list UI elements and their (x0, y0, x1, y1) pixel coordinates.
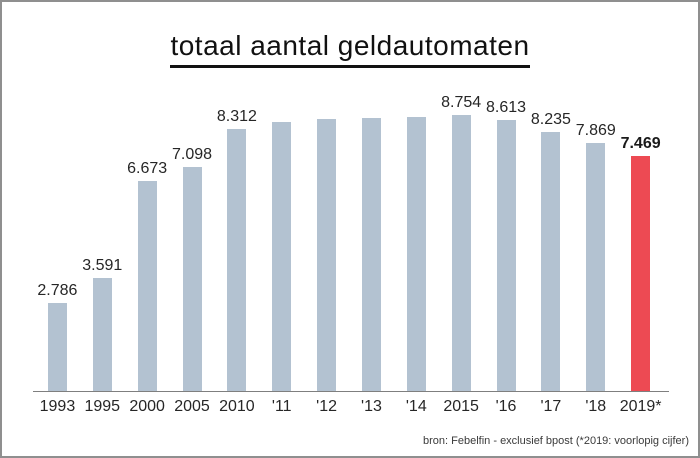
bar-value-label: 2.786 (37, 282, 78, 299)
x-axis-label: 2019* (619, 398, 662, 415)
bar-18 (586, 143, 606, 391)
bar-value-label: 7.869 (575, 122, 616, 139)
bar-value-label: 3.591 (82, 257, 123, 274)
bar-1995 (92, 278, 112, 391)
bar-2005 (182, 167, 202, 391)
x-axis-label: '14 (405, 398, 427, 415)
source-note: bron: Febelfin - exclusief bpost (*2019:… (423, 435, 689, 447)
bar-slot: 8.235 (528, 71, 573, 391)
bar-value-label: 8.235 (530, 111, 571, 128)
bar-slot: 6.673 (125, 71, 170, 391)
x-axis-label: '16 (495, 398, 517, 415)
x-axis-label: 2000 (129, 398, 165, 415)
chart-title-text: totaal aantal geldautomaten (170, 30, 530, 68)
bar-slot: 8.613 (484, 71, 529, 391)
bar-13 (361, 118, 381, 391)
x-axis-label: '11 (271, 398, 292, 415)
bar-value-label: 7.469 (620, 135, 661, 152)
bar-slot: 7.098 (170, 71, 215, 391)
x-axis-label: 2015 (443, 398, 479, 415)
bar-value-label: 8.613 (486, 99, 527, 116)
bar-2000 (137, 181, 157, 391)
x-axis-label: 1995 (84, 398, 121, 415)
bar-slot: 2.786 (35, 71, 80, 391)
plot-area: 2.786 3.591 6.673 7.098 8.312 8.754 8.613 8.235… (33, 71, 667, 391)
x-axis-label: '17 (540, 398, 562, 415)
x-axis-label: 2010 (219, 398, 255, 415)
bar-slot (394, 71, 439, 391)
bar-2010 (227, 129, 247, 391)
bar-slot: 7.869 (573, 71, 618, 391)
x-axis-line (33, 391, 669, 392)
bars-row: 2.786 3.591 6.673 7.098 8.312 8.754 8.613 8.235… (35, 71, 663, 391)
bar-14 (406, 117, 426, 391)
bar-slot: 8.312 (214, 71, 259, 391)
chart-title: totaal aantal geldautomaten (2, 30, 698, 68)
bar-slot: 8.754 (439, 71, 484, 391)
x-axis-label: '13 (361, 398, 382, 415)
bar-slot (349, 71, 394, 391)
bar-slot (304, 71, 349, 391)
bar-value-label: 6.673 (127, 160, 168, 177)
bar-value-label: 8.312 (216, 108, 257, 125)
bar-17 (541, 132, 561, 391)
bar-value-label: 7.098 (171, 146, 213, 163)
bar-11 (272, 122, 292, 391)
bar-1993 (47, 303, 67, 391)
bar-16 (496, 120, 516, 391)
bar-2015 (451, 115, 471, 391)
x-axis-label: '12 (316, 398, 338, 415)
bar-12 (317, 119, 337, 391)
x-axis-label: 1993 (39, 398, 76, 415)
bar-slot (259, 71, 304, 391)
bar-value-label: 8.754 (441, 94, 482, 111)
x-axis-labels: 1993 1995 2000 2005 2010 '11 '12 '13 '14 2015 '16 '… (35, 398, 663, 416)
x-axis-label: 2005 (174, 398, 210, 415)
bar-slot: 7.469 (618, 71, 663, 391)
x-axis-label: '18 (585, 398, 607, 415)
bar-slot: 3.591 (80, 71, 125, 391)
bar-2019 (631, 156, 651, 391)
